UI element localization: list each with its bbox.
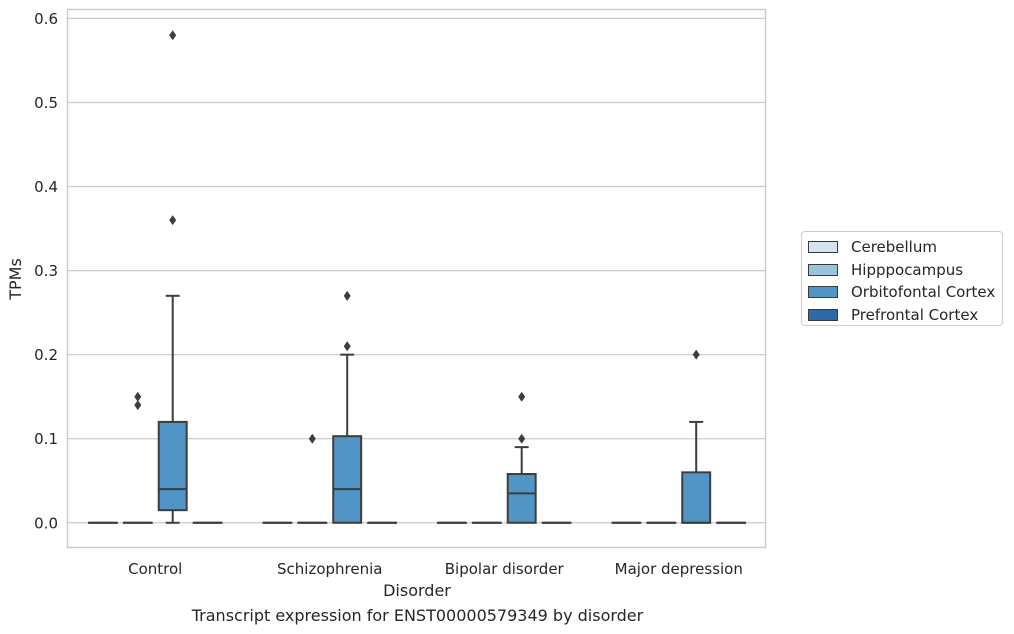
legend: Cerebellum Hipppocampus Orbitofontal Corte… [801, 231, 1003, 326]
box [506, 473, 537, 524]
outlier-point [518, 433, 526, 444]
legend-label: Orbitofontal Cortex [851, 283, 996, 302]
box-group [332, 290, 363, 524]
legend-item: Prefrontal Cortex [802, 304, 1002, 327]
outlier-point [692, 349, 700, 360]
legend-item: Hipppocampus [802, 259, 1002, 282]
box-group [681, 349, 712, 524]
box-series [87, 30, 747, 524]
outlier-point [343, 290, 351, 301]
outlier-point [134, 400, 142, 411]
legend-swatch [808, 286, 838, 299]
x-axis-label: Disorder [383, 581, 451, 600]
y-tick-label: 0.3 [34, 262, 58, 280]
box-group [506, 391, 537, 524]
outlier-point [134, 391, 142, 402]
x-tick-label: Bipolar disorder [445, 560, 565, 578]
box [681, 471, 712, 524]
legend-item: Orbitofontal Cortex [802, 281, 1002, 304]
legend-swatch [808, 263, 838, 276]
legend-item: Cerebellum [802, 236, 1002, 259]
outlier-point [343, 341, 351, 352]
x-axis-ticks: Control Schizophrenia Bipolar disorder Majo… [128, 560, 743, 578]
y-tick-label: 0.1 [34, 430, 58, 448]
y-tick-label: 0.2 [34, 346, 58, 364]
outlier-point [308, 433, 316, 444]
y-axis-label: TPMs [6, 258, 25, 301]
chart-caption: Transcript expression for ENST0000057934… [191, 606, 644, 625]
y-tick-label: 0.6 [34, 10, 58, 28]
legend-swatch [808, 308, 838, 321]
legend-label: Hipppocampus [851, 260, 964, 279]
legend-swatch [808, 241, 838, 254]
y-tick-label: 0.5 [34, 94, 58, 112]
box-group [297, 433, 328, 524]
box-group [157, 30, 188, 524]
y-axis-ticks: 0.0 0.1 0.2 0.3 0.4 0.5 0.6 [34, 10, 58, 532]
x-tick-label: Major depression [615, 560, 743, 578]
outlier-point [169, 30, 177, 41]
box [157, 420, 188, 512]
y-tick-label: 0.0 [34, 514, 58, 532]
x-tick-label: Control [128, 560, 182, 578]
box [332, 435, 363, 524]
y-tick-label: 0.4 [34, 178, 58, 196]
x-tick-label: Schizophrenia [277, 560, 382, 578]
legend-label: Cerebellum [851, 238, 937, 257]
outlier-point [169, 215, 177, 226]
outlier-point [518, 391, 526, 402]
legend-label: Prefrontal Cortex [851, 305, 979, 324]
box-group [122, 391, 153, 524]
